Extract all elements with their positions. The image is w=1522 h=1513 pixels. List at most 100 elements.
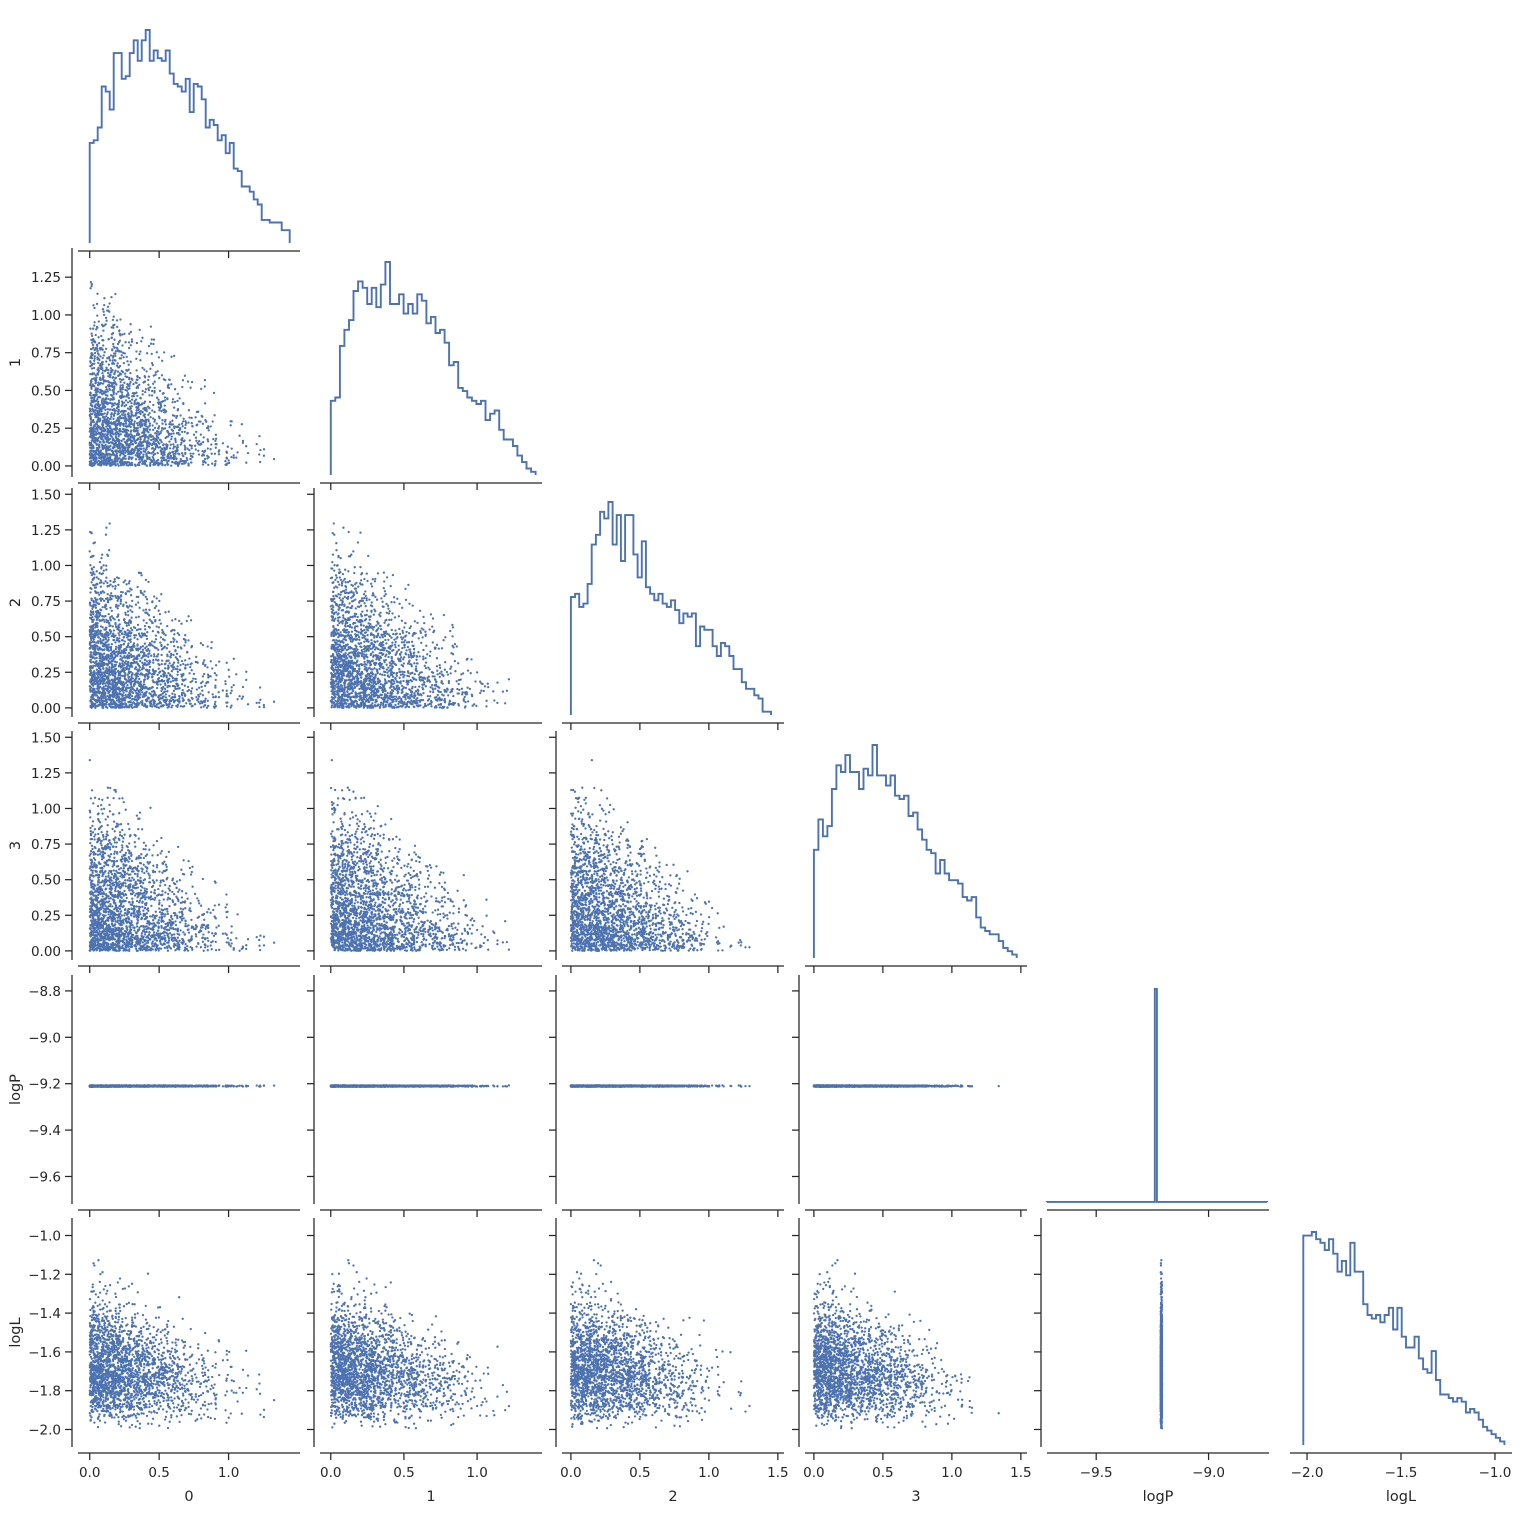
scatter-point <box>90 420 93 424</box>
scatter-point <box>113 372 116 376</box>
scatter-point <box>116 669 120 673</box>
scatter-point <box>90 683 93 686</box>
scatter-point <box>165 702 168 705</box>
scatter-point <box>104 393 107 396</box>
scatter-point <box>98 404 101 407</box>
scatter-point <box>92 612 95 615</box>
scatter-point <box>171 679 175 682</box>
scatter-point <box>136 424 140 427</box>
scatter-point <box>138 684 141 687</box>
scatter-point <box>93 348 96 352</box>
scatter-point <box>113 338 116 341</box>
scatter-point <box>164 696 168 699</box>
scatter-point <box>97 417 101 421</box>
scatter-point <box>435 665 439 668</box>
scatter-point <box>138 440 142 443</box>
scatter-point <box>183 684 186 687</box>
scatter-point <box>143 413 147 416</box>
scatter-point <box>103 297 106 300</box>
scatter-point <box>106 305 110 308</box>
scatter-point <box>176 646 180 649</box>
scatter-point <box>133 426 136 429</box>
scatter-point <box>148 626 151 629</box>
scatter-point <box>114 665 117 668</box>
scatter-point <box>88 435 92 438</box>
scatter-point <box>92 629 95 633</box>
scatter-point <box>199 642 203 645</box>
scatter-point <box>162 695 165 698</box>
scatter-point <box>152 342 155 346</box>
scatter-point <box>141 632 144 636</box>
scatter-point <box>119 602 122 605</box>
scatter-point <box>129 344 132 347</box>
scatter-point <box>109 437 112 441</box>
scatter-point <box>170 355 173 358</box>
scatter-point <box>373 667 376 670</box>
scatter-point <box>109 444 112 448</box>
scatter-point <box>135 341 139 345</box>
scatter-point <box>171 400 174 404</box>
scatter-point <box>120 354 123 357</box>
scatter-point <box>118 690 122 693</box>
scatter-point <box>213 414 216 417</box>
scatter-point <box>114 647 118 651</box>
scatter-point <box>95 407 99 410</box>
scatter-point <box>166 643 169 646</box>
scatter-point <box>187 698 190 701</box>
scatter-point <box>122 356 125 359</box>
scatter-point <box>112 638 115 642</box>
scatter-point <box>130 461 134 465</box>
scatter-point <box>419 631 423 635</box>
scatter-point <box>152 671 156 675</box>
scatter-point <box>496 681 499 684</box>
scatter-point <box>104 614 107 618</box>
scatter-point <box>153 410 156 414</box>
scatter-point <box>130 340 134 343</box>
scatter-point <box>101 325 105 328</box>
scatter-point <box>129 440 133 444</box>
scatter-point <box>214 439 217 443</box>
scatter-point <box>95 618 99 622</box>
scatter-point <box>207 455 210 459</box>
scatter-point <box>104 437 107 440</box>
scatter-point <box>116 432 120 435</box>
scatter-point <box>160 429 163 432</box>
scatter-point <box>135 402 138 406</box>
scatter-point <box>136 688 139 692</box>
scatter-point <box>100 464 103 467</box>
scatter-point <box>89 365 92 368</box>
scatter-point <box>132 626 136 629</box>
scatter-point <box>189 680 192 684</box>
scatter-point <box>112 635 115 638</box>
scatter-point <box>114 352 117 355</box>
scatter-point <box>96 675 100 679</box>
scatter-point <box>95 662 99 665</box>
scatter-point <box>130 685 133 689</box>
scatter-point <box>154 371 157 374</box>
scatter-point <box>148 662 151 666</box>
scatter-point <box>103 652 106 655</box>
scatter-point <box>106 440 109 443</box>
scatter-point <box>157 706 161 709</box>
scatter-point <box>240 697 243 700</box>
scatter-point <box>187 421 190 424</box>
scatter-point <box>112 324 115 327</box>
scatter-point <box>176 670 179 673</box>
scatter-point <box>130 457 133 461</box>
scatter-point <box>164 667 167 670</box>
scatter-point <box>121 659 124 663</box>
scatter-point <box>100 366 103 369</box>
scatter-point <box>114 651 117 654</box>
scatter-point <box>176 668 179 671</box>
scatter-point <box>166 706 169 709</box>
scatter-point <box>163 404 166 407</box>
scatter-point <box>201 415 204 418</box>
scatter-point <box>188 448 191 452</box>
scatter-point <box>174 618 177 621</box>
scatter-point <box>149 461 152 464</box>
scatter-point <box>241 441 245 444</box>
scatter-point <box>102 685 105 688</box>
scatter-point <box>227 459 230 462</box>
scatter-point <box>91 343 95 347</box>
scatter-point <box>125 648 128 652</box>
